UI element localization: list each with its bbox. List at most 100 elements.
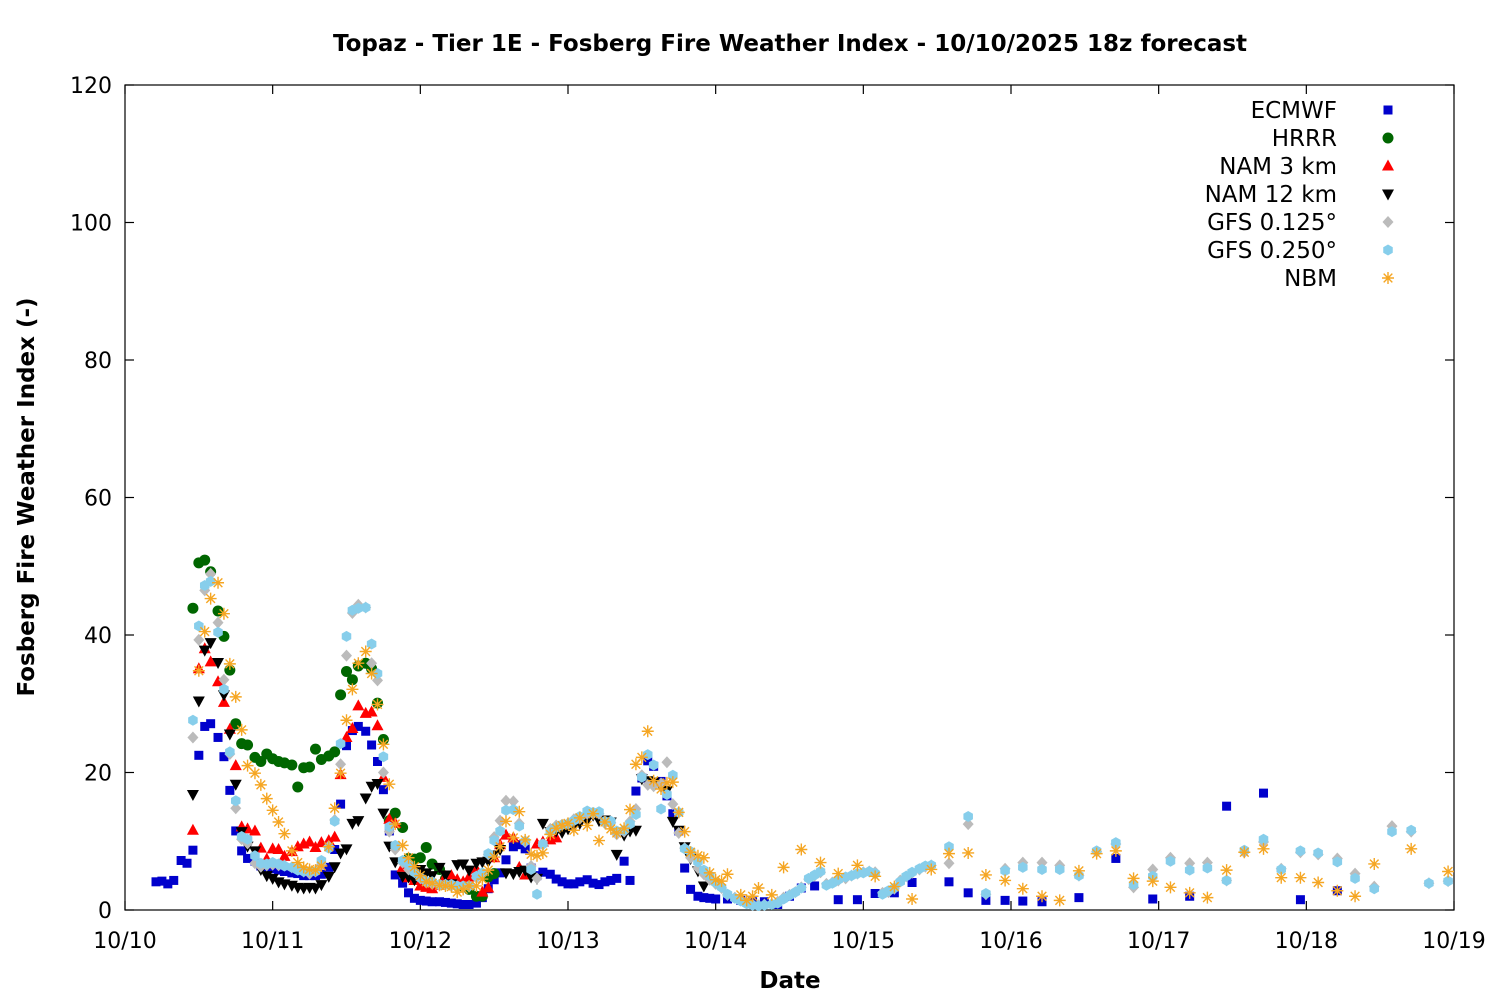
x-axis-label: Date — [759, 968, 820, 994]
gfs-0-250-point — [329, 815, 340, 827]
nbm-point — [328, 802, 341, 815]
x-tick-label: 10/17 — [1127, 929, 1190, 954]
nbm-point — [795, 843, 808, 856]
nbm-point — [1146, 875, 1159, 888]
gfs-0-250-point — [637, 771, 647, 783]
nam-3-km-point — [340, 730, 353, 742]
nbm-point — [715, 875, 728, 888]
ecmwf-point — [575, 877, 585, 887]
nbm-point — [604, 822, 617, 835]
legend-marker-nam-3-km — [1382, 159, 1394, 171]
nam-3-km-point — [352, 699, 365, 711]
nbm-point — [1368, 857, 1381, 870]
gfs-0-125-point — [507, 795, 519, 808]
gfs-0-125-point — [531, 872, 543, 885]
gfs-0-250-point — [514, 820, 525, 832]
ecmwf-point — [981, 895, 991, 905]
nam-3-km-point — [229, 759, 242, 771]
gfs-0-250-point — [1369, 883, 1380, 895]
nbm-point — [691, 849, 704, 862]
nbm-point — [672, 806, 685, 819]
ecmwf-point — [699, 893, 709, 903]
ecmwf-point — [705, 893, 715, 903]
nbm-point — [740, 894, 753, 907]
nbm-point — [610, 827, 623, 839]
gfs-0-250-point — [1443, 875, 1453, 887]
gfs-0-125-point — [962, 818, 974, 831]
gfs-0-250-point — [1350, 872, 1360, 884]
nbm-point — [906, 893, 919, 905]
x-tick-label: 10/15 — [832, 929, 895, 954]
ecmwf-point — [435, 897, 445, 907]
ecmwf-point — [471, 898, 481, 908]
ecmwf-point — [907, 878, 917, 887]
legend-marker-hrrr — [1382, 132, 1394, 144]
ecmwf-point — [1259, 788, 1269, 798]
nam-3-km-point — [371, 719, 384, 731]
ecmwf-point — [594, 880, 604, 890]
nbm-point — [567, 824, 580, 837]
nam-12-km-point — [212, 658, 225, 669]
nbm-point — [556, 819, 569, 832]
nbm-point — [666, 776, 679, 789]
ecmwf-point — [520, 844, 530, 854]
nbm-point — [1036, 890, 1049, 903]
nbm-point — [402, 851, 415, 864]
nbm-point — [198, 625, 211, 638]
nbm-point — [494, 840, 507, 853]
ecmwf-point — [852, 895, 862, 905]
nbm-point — [217, 607, 230, 620]
nam-12-km-point — [629, 825, 642, 837]
gfs-0-125-point — [661, 756, 673, 769]
ecmwf-point — [176, 856, 186, 865]
nam-12-km-point — [340, 844, 353, 856]
gfs-0-250-point — [219, 683, 229, 695]
ecmwf-point — [538, 867, 548, 877]
nbm-point — [624, 803, 637, 816]
nbm-point — [241, 759, 254, 772]
ecmwf-point — [545, 869, 555, 879]
legend-marker-gfs-0-125 — [1382, 216, 1394, 228]
nam-12-km-point — [223, 729, 236, 741]
hrrr-point — [292, 781, 304, 793]
nbm-point — [426, 877, 439, 890]
nbm-point — [851, 859, 864, 872]
nbm-point — [1312, 876, 1325, 889]
gfs-0-250-point — [335, 738, 346, 750]
nam-3-km-point — [365, 705, 378, 717]
gfs-0-250-point — [1424, 877, 1434, 889]
nbm-point — [752, 882, 765, 894]
ecmwf-point — [501, 855, 511, 865]
hrrr-point — [199, 554, 211, 566]
ecmwf-point — [157, 876, 167, 886]
ecmwf-point — [686, 884, 696, 894]
nbm-point — [352, 657, 365, 670]
nbm-point — [544, 828, 557, 841]
ecmwf-point — [390, 870, 400, 880]
nbm-point — [476, 873, 489, 886]
nbm-point — [587, 807, 600, 820]
gfs-0-250-point — [1018, 861, 1028, 873]
y-axis: 0 20 40 60 80 100 120 — [70, 74, 1454, 924]
nbm-point — [925, 863, 938, 876]
nam-12-km-point — [666, 816, 679, 828]
ecmwf-point — [237, 846, 247, 856]
ecmwf-point — [668, 809, 678, 819]
nbm-point — [482, 864, 495, 877]
nbm-point — [396, 839, 409, 852]
nam-12-km-point — [457, 859, 470, 871]
ecmwf-point — [206, 719, 216, 729]
legend-label-gfs-0-250: GFS 0.250° — [1207, 238, 1337, 264]
gfs-0-250-point — [944, 841, 954, 853]
gfs-0-250-point — [225, 746, 235, 758]
nam-12-km-point — [328, 862, 341, 874]
ecmwf-point — [194, 750, 204, 760]
ecmwf-point — [600, 877, 610, 887]
nbm-point — [513, 805, 526, 818]
gfs-0-250-point — [815, 866, 826, 877]
nbm-point — [962, 846, 975, 859]
nbm-point — [309, 864, 322, 877]
hrrr-point — [187, 602, 199, 614]
gfs-0-250-point — [1037, 863, 1047, 875]
ecmwf-point — [464, 900, 474, 909]
